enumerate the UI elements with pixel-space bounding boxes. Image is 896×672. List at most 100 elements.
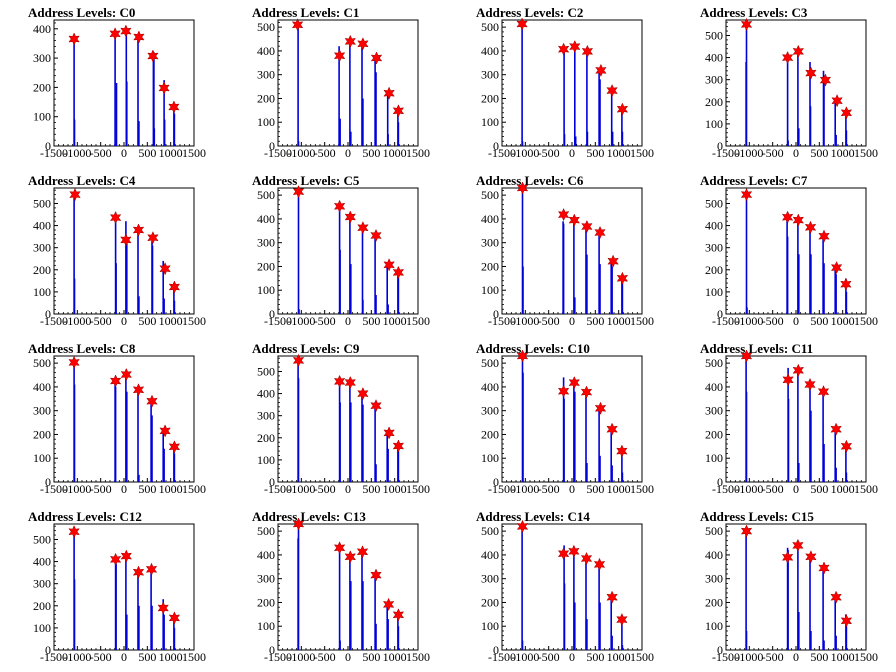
histogram-bin — [151, 415, 153, 482]
x-tick-label: 0 — [345, 146, 351, 160]
peak-marker — [159, 424, 171, 438]
peak-marker — [392, 265, 405, 280]
plot-frame — [501, 19, 643, 147]
y-tick-label: 300 — [481, 404, 499, 418]
peak-marker — [356, 545, 369, 559]
panel-title: Address Levels: C9 — [252, 341, 360, 356]
x-tick-label: 1500 — [182, 146, 206, 160]
peak-marker — [357, 386, 369, 401]
x-tick-label: 500 — [362, 650, 380, 664]
x-tick-label: 0 — [121, 482, 127, 496]
x-tick-label: -1500 — [40, 650, 68, 664]
histogram-bin — [522, 372, 524, 482]
histogram-bin — [375, 623, 377, 650]
histogram-bin — [563, 50, 565, 146]
panel-title: Address Levels: C13 — [252, 509, 366, 524]
y-tick-label: 200 — [481, 427, 499, 441]
histogram-bin — [137, 570, 139, 650]
histogram-bin — [621, 616, 623, 650]
histogram-bin — [162, 429, 164, 482]
y-tick-label: 200 — [33, 427, 51, 441]
peak-marker — [830, 590, 842, 604]
histogram-bin — [375, 72, 377, 146]
histogram-bin — [562, 223, 565, 314]
histogram-bin — [621, 108, 623, 146]
x-tick-label: 1500 — [630, 314, 654, 328]
x-tick-label: 500 — [138, 146, 156, 160]
histogram-bin — [797, 53, 799, 147]
x-tick-label: 0 — [121, 146, 127, 160]
x-tick-label: 1000 — [159, 146, 183, 160]
histogram-bin — [361, 550, 363, 650]
histogram-bin — [339, 118, 341, 146]
x-tick-label: -1500 — [488, 650, 516, 664]
y-tick-label: 100 — [481, 283, 499, 297]
y-tick-label: 300 — [33, 577, 51, 591]
histogram-bin — [621, 278, 624, 314]
peak-marker — [831, 94, 843, 108]
peak-marker — [68, 32, 80, 46]
peak-marker — [370, 51, 383, 65]
peak-marker — [568, 544, 580, 558]
histogram-bin — [73, 119, 76, 146]
histogram-panel: Address Levels: C15-1500-1000-500 0 500 100… — [700, 509, 878, 664]
histogram-panel: Address Levels: C8-1500-1000-500 0 500 1000… — [28, 341, 206, 496]
x-tick-label: 0 — [345, 650, 351, 664]
histogram-bin — [845, 112, 847, 146]
y-tick-label: 200 — [705, 595, 723, 609]
y-tick-label: 200 — [705, 427, 723, 441]
peak-marker — [392, 608, 405, 622]
x-tick-label: 1500 — [406, 482, 430, 496]
y-tick-label: 100 — [33, 621, 51, 635]
histogram-bin — [573, 550, 575, 650]
histogram-bin — [350, 581, 352, 650]
y-tick-label: 500 — [33, 356, 51, 370]
y-tick-label: 300 — [33, 404, 51, 418]
histogram-bin — [835, 635, 837, 650]
histogram-bin — [153, 52, 155, 147]
histogram-bin — [151, 605, 153, 650]
peak-marker — [344, 210, 357, 224]
histogram-bin — [349, 41, 351, 146]
histogram-bin — [574, 136, 577, 146]
histogram-panel: Address Levels: C4-1500-1000-500 0 500 1000… — [28, 173, 206, 328]
histogram-bin — [598, 408, 600, 482]
peak-marker — [382, 597, 395, 612]
histogram-bin — [809, 230, 811, 314]
histogram-bin — [810, 631, 812, 650]
panel-title: Address Levels: C15 — [700, 509, 814, 524]
histogram-bin — [162, 599, 164, 650]
peak-marker — [782, 373, 794, 387]
histogram-bin — [798, 254, 800, 314]
peak-marker — [581, 44, 594, 59]
peak-marker — [557, 42, 570, 56]
peak-marker — [147, 49, 159, 63]
y-tick-label: 100 — [705, 619, 723, 633]
histogram-bin — [621, 131, 624, 146]
y-tick-label: 200 — [705, 263, 723, 277]
histogram-bin — [138, 605, 140, 650]
histogram-bin — [138, 121, 140, 146]
peak-marker — [557, 384, 570, 398]
x-tick-label: 1000 — [383, 482, 407, 496]
x-tick-label: 1500 — [854, 650, 878, 664]
x-tick-label: 0 — [793, 146, 799, 160]
histogram-bin — [173, 283, 175, 314]
y-tick-label: 500 — [33, 532, 51, 546]
y-tick-label: 200 — [33, 263, 51, 277]
histogram-bin — [361, 228, 364, 314]
peak-marker — [133, 30, 145, 44]
plot-frame — [501, 523, 643, 651]
x-tick-label: 1500 — [854, 314, 878, 328]
x-tick-label: -1500 — [264, 650, 292, 664]
x-tick-label: 1000 — [831, 314, 855, 328]
x-tick-label: -500 — [762, 482, 784, 496]
peak-marker — [740, 524, 753, 538]
x-tick-label: 0 — [121, 314, 127, 328]
peak-marker — [109, 552, 122, 567]
histogram-bin — [522, 266, 524, 314]
peak-marker — [357, 37, 369, 51]
x-tick-label: 0 — [793, 650, 799, 664]
x-tick-label: 500 — [810, 650, 828, 664]
histogram-bin — [573, 218, 575, 314]
